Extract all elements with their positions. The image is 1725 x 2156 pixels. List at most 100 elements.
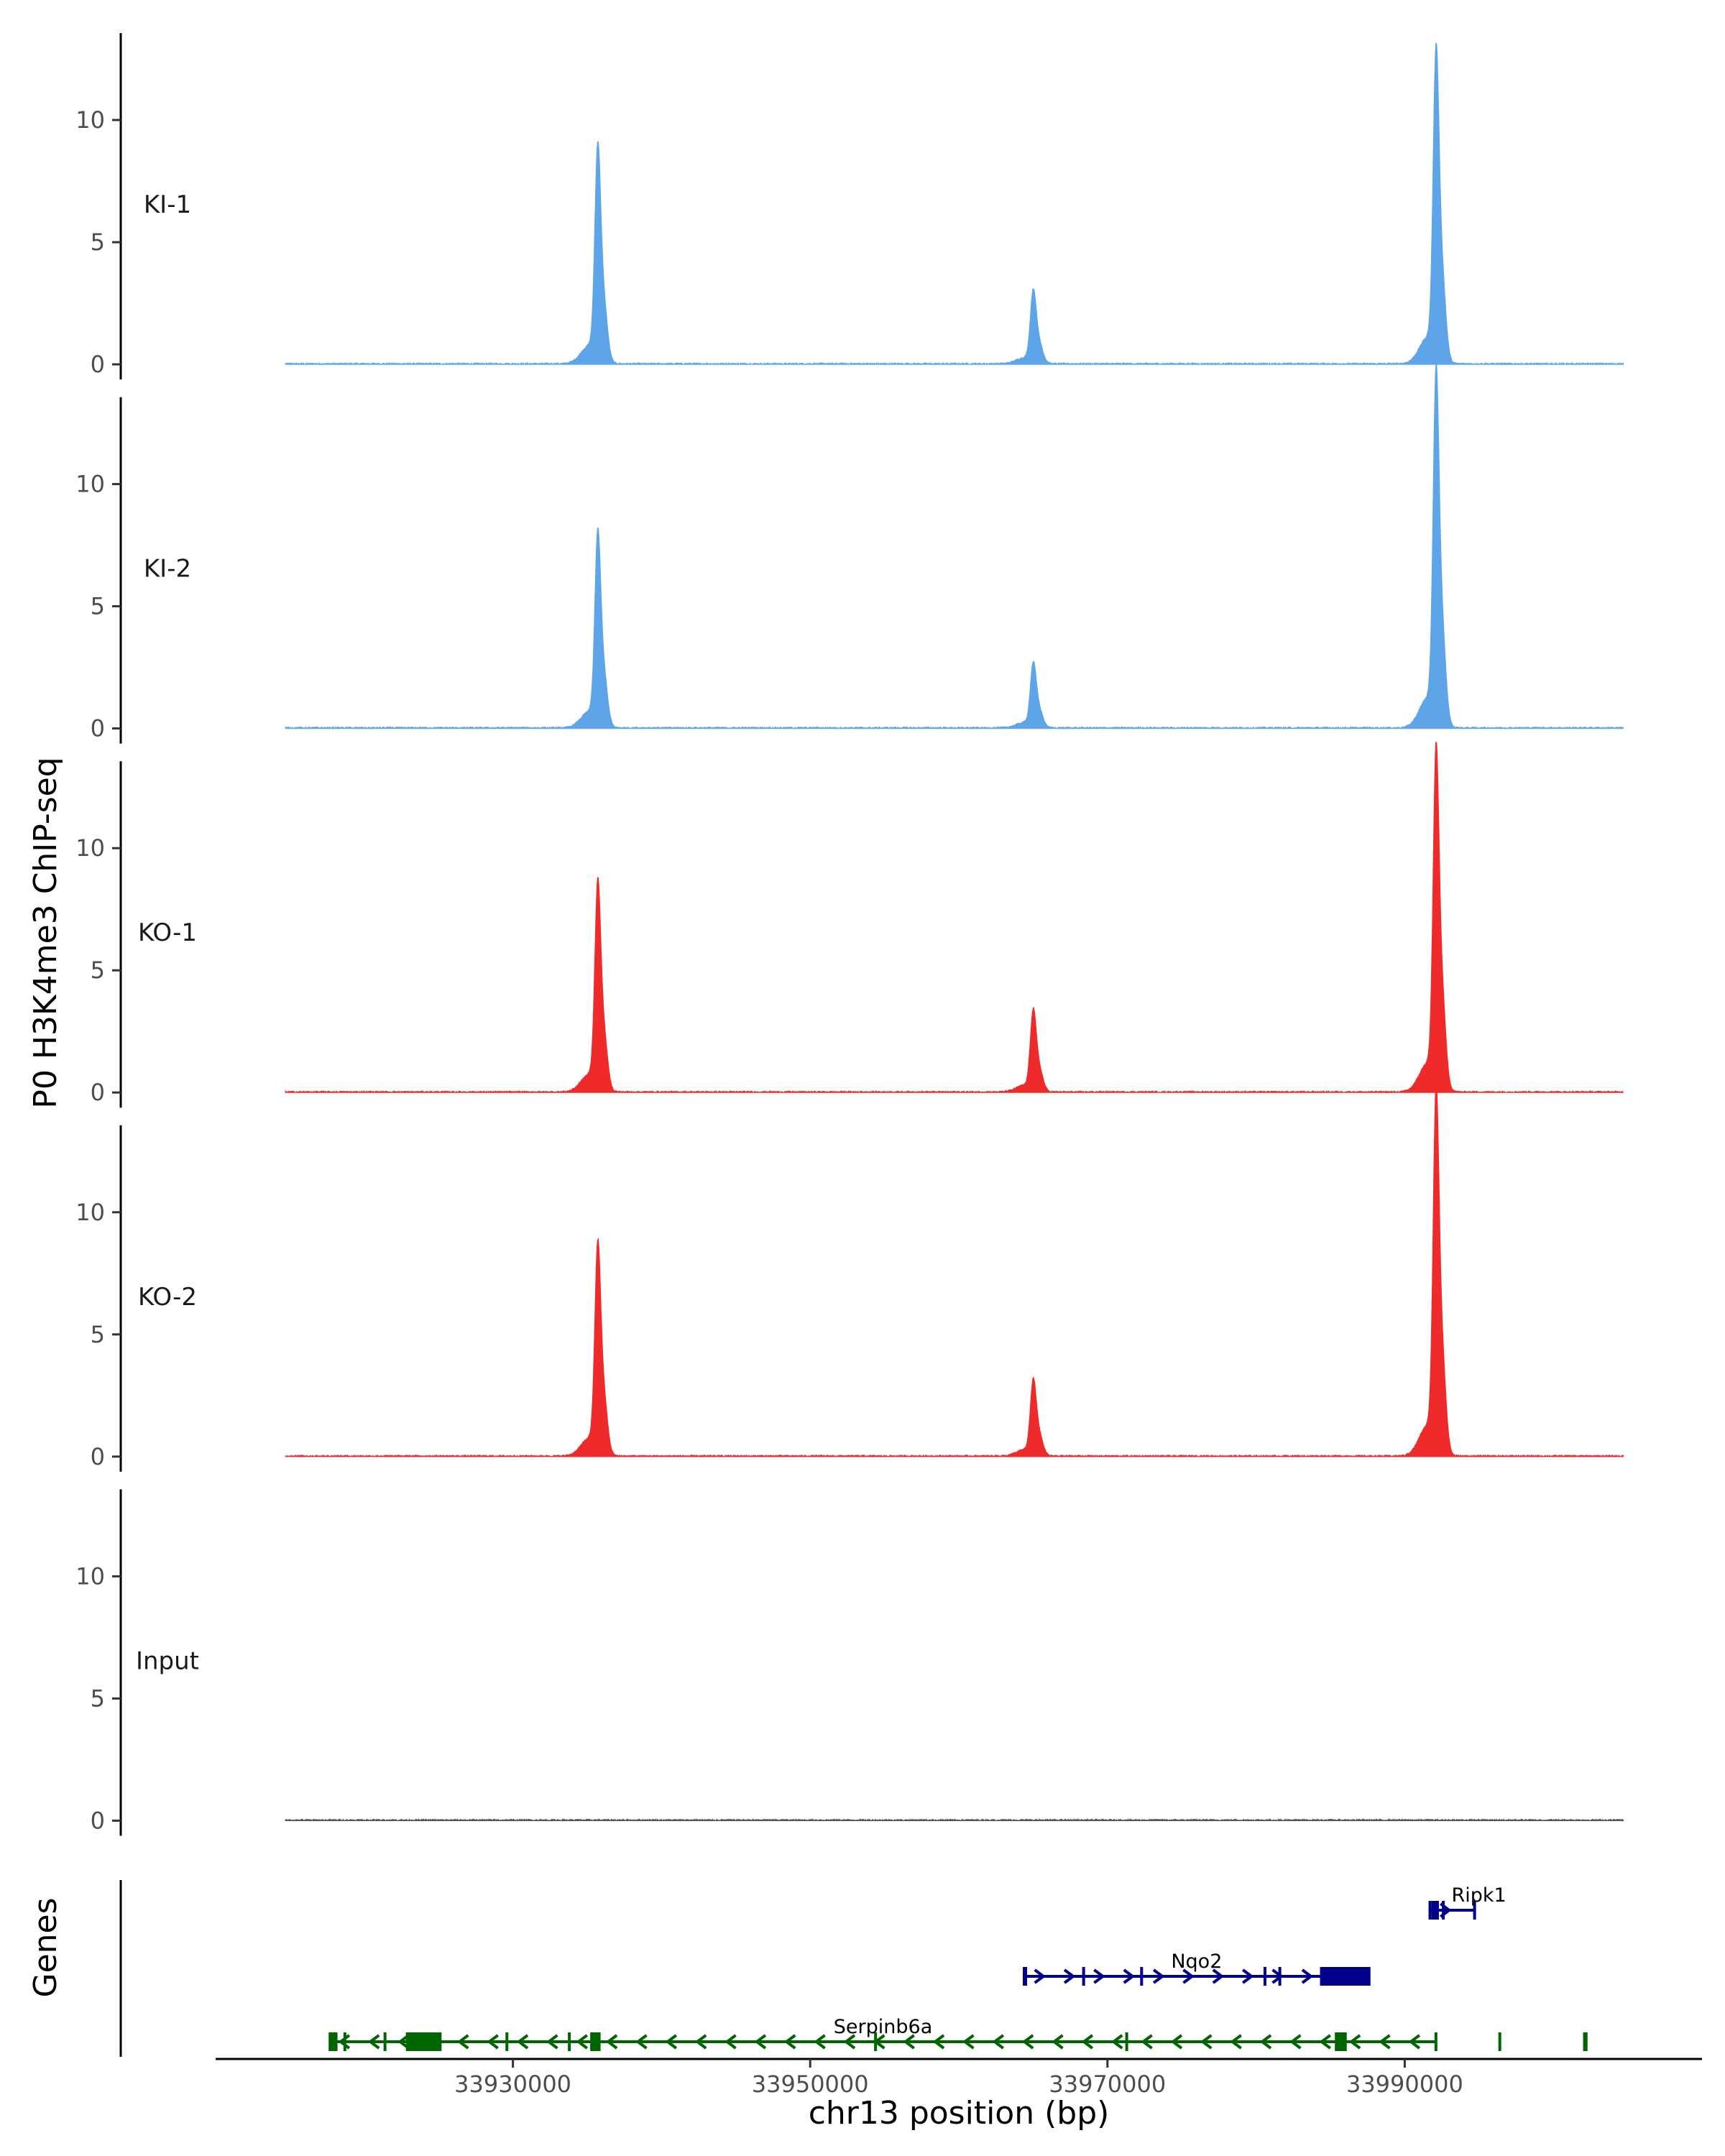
- track-input: 0 5 10 Input: [75, 1489, 1624, 1836]
- strand-arrow: [783, 2034, 796, 2050]
- strand-arrow: [814, 2034, 826, 2050]
- x-tick-label: 33950000: [752, 2070, 869, 2098]
- strand-arrow: [754, 2034, 767, 2050]
- strand-arrow: [516, 2034, 529, 2050]
- strand-arrow: [1034, 1968, 1046, 1984]
- y-tick-label: 0: [91, 1807, 105, 1834]
- exon: [1278, 1967, 1282, 1986]
- signal-area: [285, 42, 1624, 366]
- strand-arrow: [724, 2034, 737, 2050]
- strand-arrow: [1081, 2034, 1094, 2050]
- strand-arrow: [1259, 2034, 1272, 2050]
- track-label: Input: [136, 1646, 199, 1675]
- exon: [1431, 1901, 1439, 1920]
- strand-arrow: [932, 2034, 945, 2050]
- strand-arrow: [397, 2034, 410, 2050]
- exon: [343, 2032, 346, 2051]
- strand-arrow: [1230, 2034, 1242, 2050]
- y-tick-label: 10: [75, 1199, 105, 1226]
- exon: [874, 2032, 878, 2051]
- exon: [1140, 1967, 1144, 1986]
- strand-arrow: [546, 2034, 558, 2050]
- strand-arrow: [338, 2034, 351, 2050]
- strand-arrow: [1289, 2034, 1302, 2050]
- strand-arrow: [457, 2034, 469, 2050]
- x-axis-title: chr13 position (bp): [809, 2095, 1110, 2132]
- strand-arrow: [1408, 2034, 1421, 2050]
- signal-area: [285, 741, 1624, 1094]
- strand-arrow: [903, 2034, 915, 2050]
- y-tick-label: 10: [75, 1562, 105, 1590]
- strand-arrow: [1021, 2034, 1034, 2050]
- track-label: KI-2: [144, 555, 191, 584]
- genes-axis-title: Genes: [27, 1897, 64, 1997]
- strand-arrow: [962, 2034, 975, 2050]
- x-tick-label: 33990000: [1346, 2070, 1463, 2098]
- strand-arrow: [1141, 2034, 1153, 2050]
- y-tick-label: 5: [91, 957, 105, 984]
- y-tick-label: 0: [91, 715, 105, 742]
- strand-arrow: [1348, 2034, 1361, 2050]
- gene-ripk1: Ripk1: [1428, 1884, 1506, 1920]
- exon: [383, 2032, 387, 2051]
- strand-arrow: [992, 2034, 1005, 2050]
- y-axis-title: P0 H3K4me3 ChIP-seq: [27, 757, 64, 1108]
- tracks-layer: 0 5 10 KI-1 0 5 10 KI-2 0 5 10 KO-1 0 5 10 KO-2 0 5 10 Inpu…: [75, 33, 1624, 1836]
- strand-arrow: [665, 2034, 678, 2050]
- exon: [1320, 1967, 1369, 1986]
- signal-area: [285, 361, 1624, 730]
- strand-arrow: [1301, 1968, 1314, 1984]
- y-tick-label: 0: [91, 1443, 105, 1470]
- gene-label: Nqo2: [1171, 1950, 1222, 1973]
- track-ko-2: 0 5 10 KO-2: [75, 1082, 1624, 1472]
- strand-arrow: [635, 2034, 648, 2050]
- gene-label: Serpinb6a: [834, 2016, 932, 2038]
- strand-arrow: [605, 2034, 618, 2050]
- y-tick-label: 5: [91, 1321, 105, 1348]
- gene-nqo2: Nqo2: [1022, 1950, 1371, 1986]
- y-tick-label: 10: [75, 106, 105, 134]
- track-ko-1: 0 5 10 KO-1: [75, 741, 1624, 1108]
- y-tick-label: 0: [91, 1079, 105, 1106]
- strand-arrow: [694, 2034, 707, 2050]
- strand-arrow: [1241, 1968, 1254, 1984]
- strand-arrow: [1110, 2034, 1123, 2050]
- strand-arrow: [1063, 1968, 1076, 1984]
- x-axis: chr13 position (bp) 33930000 33950000 3397…: [216, 2058, 1702, 2132]
- exon: [1125, 2032, 1128, 2051]
- track-ki-2: 0 5 10 KI-2: [75, 361, 1624, 744]
- strand-arrow: [843, 2034, 856, 2050]
- exon: [1082, 1967, 1085, 1986]
- genes-panel: Genes Ripk1 Nqo2 Serpinb6a: [27, 1880, 1588, 2057]
- exon: [1335, 2032, 1347, 2051]
- strand-arrow: [1182, 1968, 1195, 1984]
- exon: [330, 2032, 338, 2051]
- y-tick-label: 5: [91, 1685, 105, 1712]
- signal-area: [285, 1818, 1624, 1823]
- track-label: KO-1: [138, 918, 197, 947]
- strand-arrow: [1170, 2034, 1183, 2050]
- exon: [405, 2032, 442, 2051]
- track-label: KI-1: [144, 190, 191, 219]
- y-tick-label: 10: [75, 471, 105, 498]
- y-tick-label: 5: [91, 593, 105, 620]
- strand-arrow: [1212, 1968, 1225, 1984]
- strand-arrow: [1379, 2034, 1391, 2050]
- track-ki-1: 0 5 10 KI-1: [75, 33, 1624, 379]
- exon: [568, 2032, 571, 2051]
- strand-arrow: [1319, 2034, 1331, 2050]
- strand-arrow: [1200, 2034, 1213, 2050]
- gene-serpinb6a: Serpinb6a: [328, 2016, 1588, 2051]
- strand-arrow: [367, 2034, 380, 2050]
- x-tick-label: 33930000: [454, 2070, 571, 2098]
- exon: [590, 2032, 601, 2051]
- x-tick-label: 33970000: [1049, 2070, 1166, 2098]
- exon: [1583, 2032, 1588, 2051]
- strand-arrow: [487, 2034, 499, 2050]
- y-tick-label: 0: [91, 351, 105, 378]
- y-tick-label: 5: [91, 229, 105, 256]
- signal-area: [285, 1082, 1624, 1458]
- gene-label: Ripk1: [1451, 1884, 1506, 1907]
- exon: [1442, 1901, 1445, 1920]
